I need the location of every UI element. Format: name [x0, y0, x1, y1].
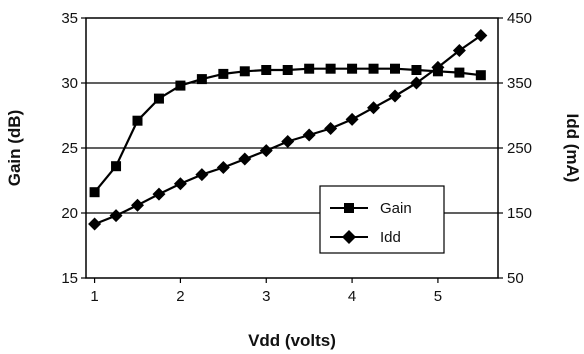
y-tick-label: 35	[61, 10, 78, 27]
data-point-idd	[409, 76, 423, 90]
legend-marker-gain	[344, 203, 354, 213]
y2-axis-title: Idd (mA)	[563, 114, 582, 183]
y-tick-label: 25	[61, 140, 78, 157]
legend-marker-idd	[342, 230, 356, 244]
data-point-idd	[109, 209, 123, 223]
data-point-gain	[368, 63, 379, 74]
y2-ticks: 50 150 250 350 450	[498, 10, 532, 287]
data-point-gain	[390, 63, 400, 74]
data-point-gain	[196, 74, 207, 85]
data-point-idd	[259, 144, 273, 158]
legend-label-gain: Gain	[380, 200, 412, 217]
y-tick-label: 15	[61, 270, 78, 287]
x-tick-label: 3	[262, 288, 270, 305]
data-point-gain	[89, 187, 100, 198]
data-point-gain	[282, 65, 293, 75]
data-point-gain	[175, 80, 186, 91]
data-point-gain	[454, 67, 465, 78]
data-point-idd	[324, 122, 338, 135]
legend-box	[319, 185, 445, 254]
data-point-gain	[475, 70, 486, 81]
y-tick-label: 30	[61, 75, 78, 92]
data-point-idd	[173, 177, 187, 191]
x-tick-label: 2	[176, 288, 184, 305]
y-axis-title: Gain (dB)	[5, 110, 24, 187]
data-point-idd	[367, 101, 381, 115]
data-point-gain	[218, 68, 229, 79]
data-point-idd	[238, 152, 252, 166]
data-point-idd	[431, 60, 445, 74]
data-point-gain	[325, 63, 336, 74]
y2-tick-label: 50	[507, 270, 524, 287]
data-point-gain	[304, 63, 315, 74]
x-tick-label: 1	[90, 288, 98, 305]
y-tick-label: 20	[61, 205, 78, 222]
x-ticks: 1 2 3 4 5	[90, 278, 442, 305]
y2-tick-label: 250	[507, 140, 532, 157]
data-point-gain	[239, 66, 250, 77]
x-tick-label: 5	[434, 288, 442, 305]
data-point-idd	[88, 217, 102, 231]
data-point-gain	[347, 63, 358, 74]
data-point-idd	[452, 44, 466, 57]
x-axis-title: Vdd (volts)	[248, 331, 336, 350]
data-point-gain	[261, 65, 272, 75]
data-point-idd	[388, 89, 402, 103]
data-point-gain	[132, 115, 143, 126]
series-lines	[88, 29, 488, 231]
data-point-gain	[153, 93, 164, 104]
data-point-idd	[474, 29, 488, 43]
data-point-idd	[195, 168, 209, 182]
data-point-idd	[281, 135, 295, 148]
y2-tick-label: 350	[507, 75, 532, 92]
data-point-idd	[131, 198, 144, 212]
y-ticks: 15 20 25 30 35	[61, 10, 86, 287]
series-line-gain	[93, 67, 481, 193]
x-tick-label: 4	[348, 288, 356, 305]
y2-tick-label: 450	[507, 10, 532, 27]
data-point-idd	[345, 112, 359, 126]
data-point-idd	[216, 161, 230, 174]
data-point-gain	[411, 65, 422, 75]
data-point-idd	[302, 128, 316, 142]
legend-label-idd: Idd	[380, 229, 401, 246]
y2-tick-label: 150	[507, 205, 532, 222]
data-point-gain	[111, 161, 122, 172]
data-point-idd	[152, 187, 166, 201]
legend: Gain Idd	[319, 185, 445, 254]
